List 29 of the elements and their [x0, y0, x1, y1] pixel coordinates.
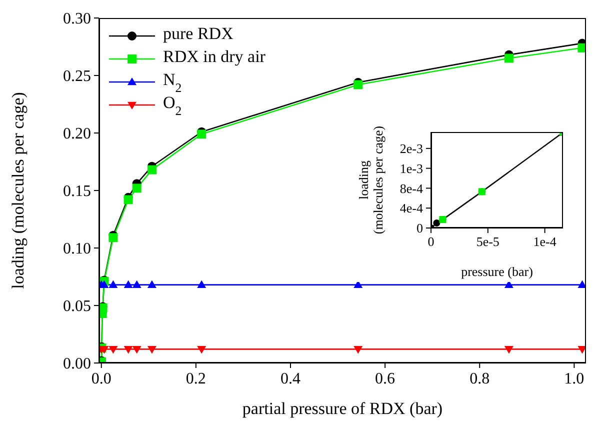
x-tick-label: 1e-4 — [533, 234, 557, 250]
x-tick-label: 0.8 — [470, 370, 490, 388]
legend-label: RDX in dry air — [163, 46, 266, 66]
x-tick-label: 0.2 — [186, 370, 206, 388]
y-tick-label: 0.05 — [63, 298, 91, 316]
x-axis-title: pressure (bar) — [461, 264, 533, 279]
x-tick-label: 0.6 — [375, 370, 396, 388]
legend-label: pure RDX — [163, 24, 234, 42]
y-tick-label: 0 — [416, 220, 423, 236]
legend-label: N$_{2}$ — [163, 70, 182, 94]
x-axis-title: partial pressure of RDX (bar) — [242, 399, 443, 418]
x-tick-label: 0.0 — [91, 370, 112, 388]
y-tick-label: 0.00 — [63, 356, 91, 373]
y-tick-label: 1e-3 — [400, 160, 423, 176]
y-axis-title: loading (molecules per cage) — [356, 126, 386, 234]
y-tick-label: 4e-4 — [400, 200, 424, 216]
y-tick-label: 0.25 — [63, 68, 91, 86]
y-tick-label: 0.20 — [63, 126, 91, 143]
x-tick-label: 5e-5 — [476, 234, 500, 250]
y-tick-label: 0.15 — [63, 183, 91, 200]
y-tick-label: 8e-4 — [400, 180, 424, 196]
legend-label: O$_{2}$ — [163, 92, 182, 118]
y-axis-title: loading (molecules per cage) — [8, 92, 28, 289]
y-tick-label: 2e-3 — [400, 141, 423, 156]
y-tick-label: 0.10 — [63, 240, 91, 258]
x-tick-label: 1.0 — [564, 370, 584, 388]
x-tick-label: 0.4 — [280, 370, 300, 388]
x-tick-label: 0 — [428, 234, 434, 250]
y-tick-label: 0.30 — [63, 10, 91, 28]
